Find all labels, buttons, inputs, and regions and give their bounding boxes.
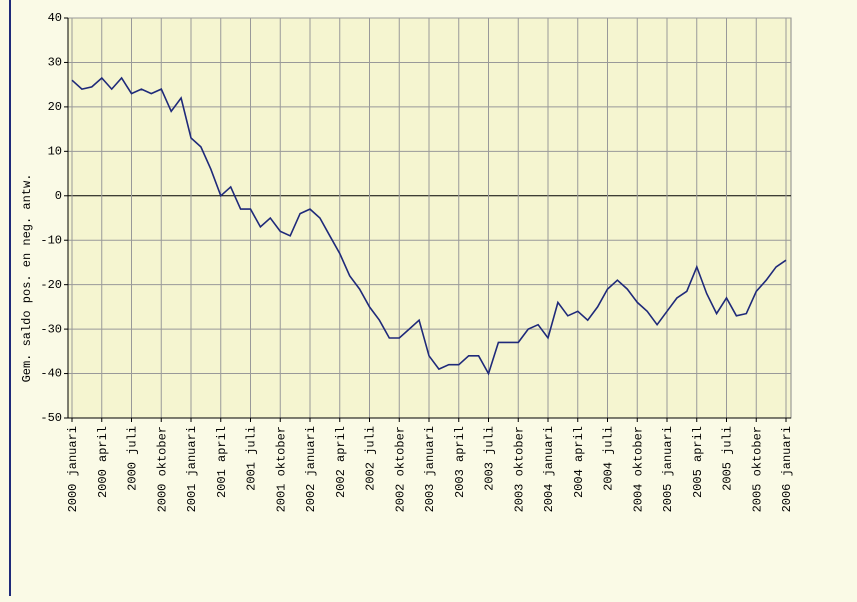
x-tick-label: 2004 april xyxy=(572,426,586,498)
y-tick-label: 40 xyxy=(48,11,62,25)
x-tick-label: 2005 april xyxy=(691,426,705,498)
x-tick-label: 2005 januari xyxy=(661,426,675,512)
x-tick-label: 2002 januari xyxy=(304,426,318,512)
x-tick-label: 2004 oktober xyxy=(631,426,645,512)
x-tick-label: 2003 juli xyxy=(483,426,497,491)
x-tick-label: 2004 januari xyxy=(542,426,556,512)
x-tick-label: 2001 oktober xyxy=(274,426,288,512)
x-tick-label: 2001 april xyxy=(215,426,229,498)
x-tick-label: 2002 april xyxy=(334,426,348,498)
y-tick-label: 0 xyxy=(55,189,62,203)
x-tick-label: 2000 juli xyxy=(126,426,140,491)
x-tick-label: 2003 april xyxy=(453,426,467,498)
y-tick-label: -40 xyxy=(40,367,62,381)
x-tick-label: 2005 juli xyxy=(721,426,735,491)
y-tick-label: -20 xyxy=(40,278,62,292)
x-tick-label: 2000 januari xyxy=(66,426,80,512)
x-tick-label: 2000 oktober xyxy=(155,426,169,512)
x-tick-label: 2001 januari xyxy=(185,426,199,512)
y-axis-label: Gem. saldo pos. en neg. antw. xyxy=(20,174,34,383)
x-tick-label: 2001 juli xyxy=(245,426,259,491)
x-tick-label: 2004 juli xyxy=(602,426,616,491)
data-line xyxy=(71,76,787,376)
x-tick-label: 2003 oktober xyxy=(512,426,526,512)
y-tick-label: -50 xyxy=(40,411,62,425)
y-tick-label: 30 xyxy=(48,56,62,70)
y-tick-label: -30 xyxy=(40,322,62,336)
x-tick-label: 2006 januari xyxy=(780,426,794,512)
x-tick-label: 2002 juli xyxy=(364,426,378,491)
y-tick-label: 10 xyxy=(48,145,62,159)
y-tick-label: -10 xyxy=(40,233,62,247)
x-tick-label: 2005 oktober xyxy=(750,426,764,512)
y-tick-label: 20 xyxy=(48,100,62,114)
x-tick-label: 2000 april xyxy=(96,426,110,498)
x-tick-label: 2002 oktober xyxy=(393,426,407,512)
x-tick-label: 2003 januari xyxy=(423,426,437,512)
